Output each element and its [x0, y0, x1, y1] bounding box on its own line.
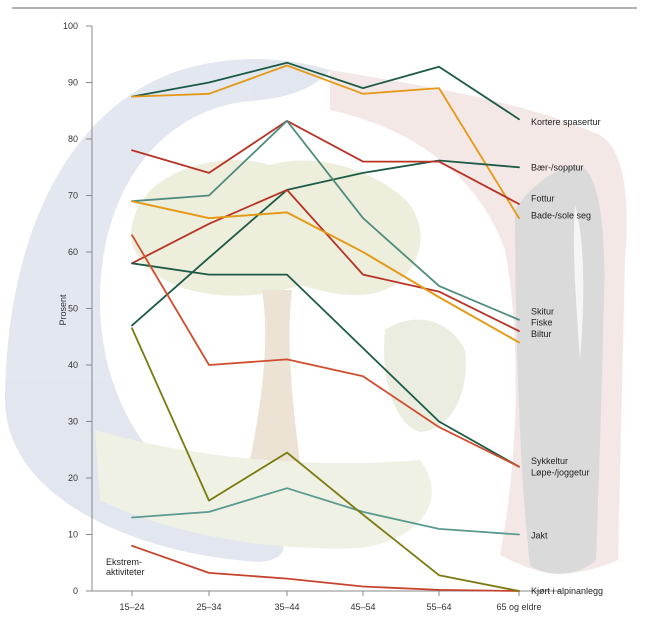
y-tick-label-100: 100 — [63, 21, 78, 31]
end-label-fiske: Fiske — [531, 318, 553, 328]
y-tick-label-60: 60 — [68, 247, 78, 257]
x-tick-label-35-44: 35–44 — [274, 602, 299, 612]
y-tick-label-40: 40 — [68, 360, 78, 370]
y-tick-label-10: 10 — [68, 530, 78, 540]
end-labels: Kortere spasertur Bær-/sopptur Fottur Bade-… — [531, 117, 603, 596]
x-axis-ticks: 15–24 25–34 35–44 45–54 55–64 65 og eldre — [119, 591, 542, 612]
end-label-baer-sopptur: Bær-/sopptur — [531, 162, 584, 172]
series-line-kjort-i-alpinanlegg — [131, 327, 520, 592]
x-tick-label-25-34: 25–34 — [196, 602, 221, 612]
y-tick-label-70: 70 — [68, 191, 78, 201]
y-tick-label-50: 50 — [68, 304, 78, 314]
background-grey-column — [515, 165, 605, 574]
series-lines — [131, 61, 520, 592]
series-line-biltur — [131, 200, 520, 344]
background-right-blob — [384, 319, 466, 432]
x-tick-label-55-64: 55–64 — [426, 602, 451, 612]
series-line-skitur — [131, 120, 520, 321]
y-tick-label-90: 90 — [68, 78, 78, 88]
end-label-kjort-i-alpinanlegg: Kjørt i alpinanlegg — [531, 586, 603, 596]
series-line-fottur — [131, 120, 520, 205]
x-tick-label-65-og-eldre: 65 og eldre — [496, 602, 541, 612]
background-tree-trunk — [250, 290, 300, 462]
series-line-kortere-spasertur — [131, 61, 520, 121]
background-illustration — [4, 58, 627, 574]
end-label-biltur: Biltur — [531, 329, 552, 339]
annotation-line-1: Ekstrem- — [106, 557, 142, 567]
end-label-sykkeltur: Sykkeltur — [531, 456, 568, 466]
y-axis-ticks: 0 10 20 30 40 50 60 70 80 90 100 — [63, 21, 92, 596]
end-label-bade-sole-seg: Bade-/sole seg — [531, 210, 591, 220]
y-tick-label-30: 30 — [68, 417, 78, 427]
end-label-fottur: Fottur — [531, 193, 555, 203]
end-label-jakt: Jakt — [531, 531, 548, 541]
series-line-baer-sopptur — [131, 159, 520, 327]
series-line-lope-joggetur — [131, 234, 520, 468]
end-label-lope-joggetur: Løpe-/joggetur — [531, 467, 590, 477]
series-line-ekstrem-aktiviteter — [131, 544, 520, 592]
background-white-streak — [573, 205, 584, 360]
background-blue-swirl — [4, 58, 330, 562]
y-tick-label-20: 20 — [68, 473, 78, 483]
y-axis-label: Prosent — [58, 294, 68, 326]
series-line-sykkeltur — [131, 262, 520, 468]
background-ground — [95, 430, 432, 549]
annotation-ekstremaktiviteter: Ekstrem-aktiviteter — [106, 557, 145, 577]
series-line-jakt — [131, 487, 520, 536]
annotation-line-2: aktiviteter — [106, 567, 145, 577]
end-label-kortere-spasertur: Kortere spasertur — [531, 117, 601, 127]
x-tick-label-15-24: 15–24 — [119, 602, 144, 612]
annotations: Ekstrem-aktiviteter — [106, 557, 145, 577]
end-label-skitur: Skitur — [531, 306, 554, 316]
series-line-unnamed-2 — [131, 64, 520, 220]
y-tick-label-80: 80 — [68, 134, 78, 144]
y-tick-label-0: 0 — [73, 586, 78, 596]
x-tick-label-45-54: 45–54 — [350, 602, 375, 612]
